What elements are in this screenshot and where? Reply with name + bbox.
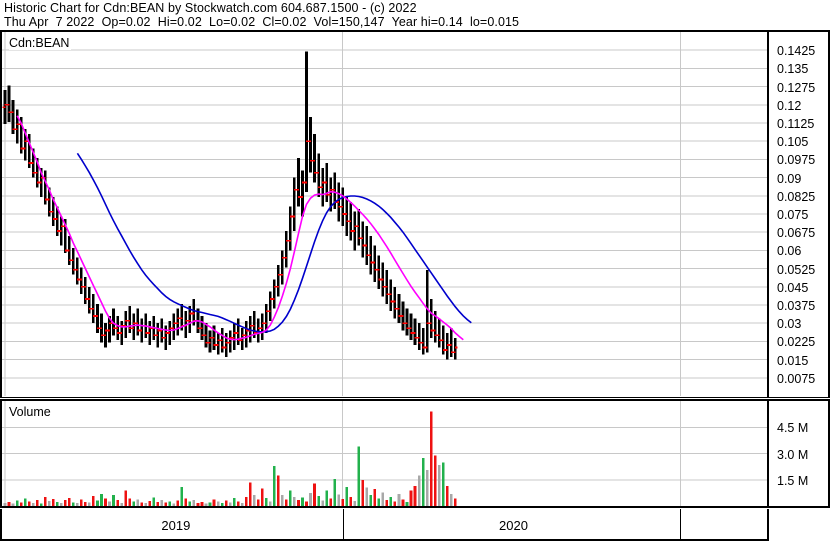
year-divider [342,509,344,541]
price-panel-label: Cdn:BEAN [9,36,72,50]
price-axis-label: 0.0225 [777,335,816,350]
volume-panel-label: Volume [9,405,53,419]
price-axis-label: 0.0675 [777,226,816,241]
price-axis-label: 0.045 [777,280,809,295]
price-axis-label: 0.0825 [777,189,816,204]
ma-long-line [76,152,472,333]
price-axis-label: 0.03 [777,317,802,332]
price-axis: 0.1425 0.135 0.1275 0.12 0.1125 0.105 0.0975 0.… [769,30,830,398]
year-divider [680,509,682,541]
x-axis-year-strip: 201920202021202220232024 [0,509,769,541]
ohlc-bars [2,51,458,360]
price-axis-label: 0.0375 [777,299,816,313]
chart-title-line: Historic Chart for Cdn:BEAN by Stockwatc… [4,1,417,15]
volume-chart-svg [2,401,767,506]
price-axis-label: 0.06 [777,244,802,259]
price-axis-label: 0.0975 [777,153,816,168]
price-axis-label: 0.09 [777,171,802,186]
price-axis-label: 0.135 [777,62,809,77]
price-axis-label: 0.12 [777,98,802,113]
price-axis-label: 0.075 [777,208,809,222]
volume-bars [3,411,457,506]
volume-axis-label: 3.0 M [777,447,809,462]
price-axis-label: 0.1275 [777,80,816,95]
volume-axis-label: 4.5 M [777,421,809,436]
volume-axis: 1.5 M 3.0 M 4.5 M [769,399,830,508]
price-axis-label: 0.1125 [777,117,815,131]
volume-axis-label: 1.5 M [777,473,809,488]
year-label: 2020 [499,517,528,533]
price-chart-svg [2,32,767,396]
volume-panel[interactable]: Volume [0,399,769,508]
ma-short-line [16,115,464,341]
price-axis-label: 0.105 [777,135,809,150]
price-axis-label: 0.1425 [777,44,816,59]
price-axis-label: 0.015 [777,353,809,368]
year-label: 2019 [161,517,191,533]
volume-plot-area[interactable] [2,401,767,506]
price-panel[interactable]: Cdn:BEAN [0,30,769,398]
price-axis-label: 0.0525 [777,262,816,277]
quote-summary-line: Thu Apr 7 2022 Op=0.02 Hi=0.02 Lo=0.02 C… [4,15,520,29]
price-plot-area[interactable] [2,32,767,397]
price-axis-label: 0.0075 [777,371,816,386]
year-label: 2021 [682,509,830,541]
